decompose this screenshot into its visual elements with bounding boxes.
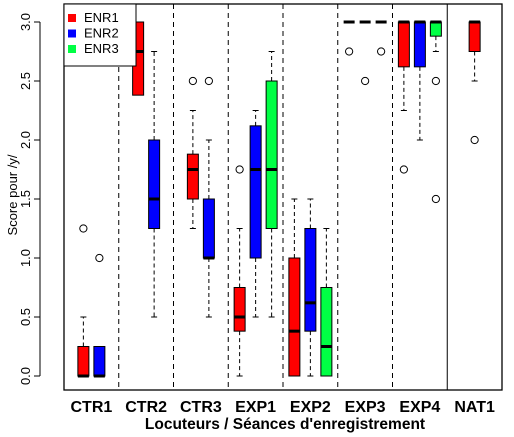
box-body [304, 228, 317, 332]
y-tick-label: 1.5 [18, 190, 33, 208]
box-body [186, 153, 199, 200]
box-exp2-enr3 [320, 228, 333, 377]
box-exp1-enr1 [233, 165, 246, 377]
box-ctr3-enr2 [202, 76, 215, 318]
box-ctr2-enr2 [148, 51, 161, 318]
legend-label: ENR2 [84, 26, 119, 41]
outlier-point [79, 224, 88, 233]
box-body [148, 139, 161, 229]
box-body [93, 346, 106, 377]
x-axis: CTR1 CTR2 CTR3 EXP1 EXP2 EXP3 EXP4 NAT1 [70, 399, 495, 416]
box-nat1-enr1 [468, 20, 481, 145]
outlier-point [431, 194, 440, 204]
x-tick-label: CTR1 [70, 399, 112, 416]
box-body [413, 21, 426, 68]
y-axis-title: Score pour /y/ [5, 154, 20, 235]
box-body [77, 346, 90, 377]
x-tick-label: EXP4 [399, 399, 440, 416]
x-axis-title: Locuteurs / Séances d'enregistrement [145, 416, 425, 433]
legend-label: ENR3 [84, 41, 119, 56]
box-exp3-enr3 [375, 20, 387, 56]
x-tick-label: NAT1 [454, 399, 495, 416]
outlier-point [204, 76, 213, 86]
y-tick-label: 0.0 [18, 367, 33, 385]
outlier-point [235, 165, 244, 174]
x-tick-label: CTR3 [180, 399, 222, 416]
y-tick-label: 2.0 [18, 131, 33, 149]
legend-swatch [68, 29, 76, 38]
box-body [468, 21, 481, 52]
box-body [249, 125, 262, 259]
box-exp2-enr1 [288, 198, 301, 377]
category-separators [118, 4, 448, 390]
box-exp1-enr3 [265, 51, 278, 318]
box-body [202, 198, 215, 259]
box-ctr3-enr1 [186, 76, 199, 229]
y-tick-label: 3.0 [18, 13, 33, 31]
outlier-point [470, 135, 479, 145]
outlier-point [399, 165, 408, 174]
y-axis: 0.0 0.5 1.0 1.5 2.0 2.5 3.0 [18, 13, 41, 385]
box-body [397, 21, 410, 68]
box-ctr1-enr2 [93, 253, 106, 378]
box-exp3-enr2 [359, 20, 371, 86]
y-tick-label: 0.5 [18, 308, 33, 326]
legend-label: ENR1 [84, 10, 119, 25]
box-body [233, 287, 246, 332]
outlier-point [188, 76, 197, 86]
x-tick-label: EXP1 [235, 399, 276, 416]
box-body [288, 257, 301, 377]
box-exp1-enr2 [249, 110, 262, 318]
x-tick-label: CTR2 [125, 399, 167, 416]
box-exp3-enr1 [343, 20, 355, 56]
x-tick-label: EXP3 [345, 399, 386, 416]
legend-swatch [68, 14, 76, 22]
y-tick-label: 1.0 [18, 249, 33, 267]
box-ctr1-enr1 [77, 224, 90, 378]
box-body [320, 287, 333, 377]
x-tick-label: EXP2 [290, 399, 331, 416]
legend-swatch [68, 45, 76, 53]
box-exp4-enr3 [429, 20, 442, 204]
outlier-point [431, 76, 440, 86]
box-exp4-enr2 [413, 20, 426, 141]
outlier-point [377, 47, 386, 56]
box-body [265, 80, 278, 229]
box-exp2-enr2 [304, 198, 317, 377]
box-exp4-enr1 [397, 20, 410, 174]
boxes [77, 20, 481, 378]
box-body [429, 21, 442, 37]
outlier-point [345, 47, 354, 56]
outlier-point [361, 76, 370, 86]
y-tick-label: 2.5 [18, 72, 33, 90]
outlier-point [95, 253, 104, 263]
